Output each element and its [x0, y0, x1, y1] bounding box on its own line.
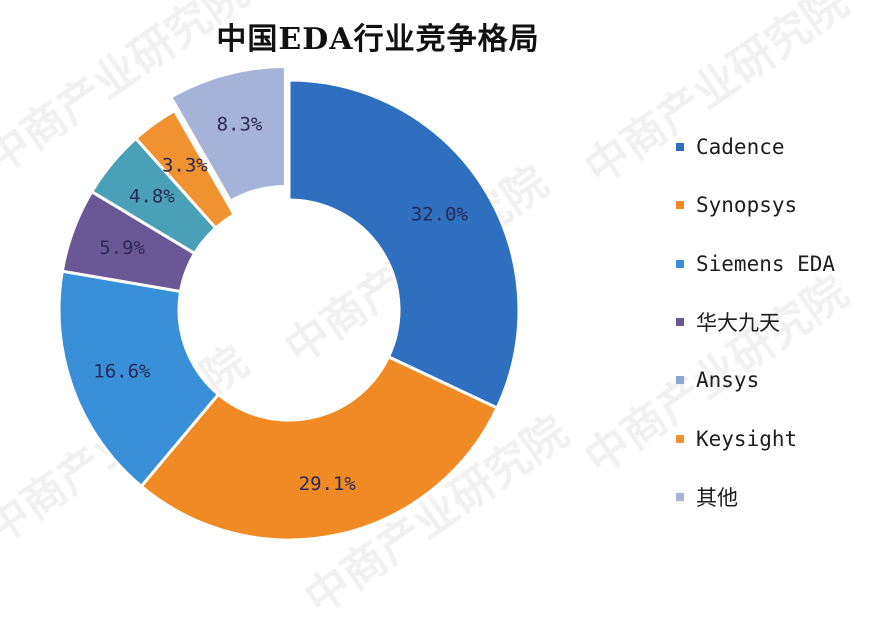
- legend-label: 华大九天: [696, 311, 780, 336]
- donut-chart: 32.0% 29.1% 16.6% 5.9% 4.8% 3.3% 8.3%: [57, 64, 521, 542]
- legend-item: Cadence: [676, 118, 835, 176]
- legend-swatch: [676, 259, 684, 268]
- legend-swatch: [676, 201, 684, 210]
- legend-item: Ansys: [676, 351, 835, 409]
- legend-label: 其他: [696, 485, 738, 510]
- slice-label-3: 16.6%: [93, 360, 151, 382]
- slice-7: [168, 64, 287, 204]
- legend-item: Keysight: [676, 409, 835, 467]
- legend-label: Keysight: [696, 426, 798, 451]
- legend-label: Ansys: [696, 368, 760, 393]
- legend-swatch: [676, 492, 684, 501]
- legend-swatch: [676, 376, 684, 385]
- legend-label: Siemens EDA: [696, 251, 836, 276]
- slice-1: [287, 78, 521, 410]
- slice-label-6: 3.3%: [162, 155, 208, 177]
- legend-item: 其他: [676, 468, 835, 526]
- legend-item: Siemens EDA: [676, 235, 835, 293]
- slice-label-5: 4.8%: [129, 186, 175, 208]
- slice-label-2: 29.1%: [299, 473, 357, 495]
- legend-label: Cadence: [696, 135, 785, 160]
- legend-item: 华大九天: [676, 293, 835, 351]
- legend-swatch: [676, 318, 684, 327]
- legend-swatch: [676, 143, 684, 152]
- legend-label: Synopsys: [696, 193, 798, 218]
- slice-label-1: 32.0%: [411, 204, 469, 226]
- legend: Cadence Synopsys Siemens EDA 华大九天 Ansys Keysi…: [676, 118, 835, 526]
- slice-6: [133, 108, 237, 231]
- chart-title: 中国EDA行业竞争格局: [216, 22, 540, 57]
- slice-label-4: 5.9%: [99, 237, 145, 259]
- legend-item: Synopsys: [676, 176, 835, 234]
- slice-label-7: 8.3%: [217, 113, 263, 135]
- slice-2: [139, 354, 500, 542]
- legend-swatch: [676, 434, 684, 443]
- slice-3: [57, 269, 221, 489]
